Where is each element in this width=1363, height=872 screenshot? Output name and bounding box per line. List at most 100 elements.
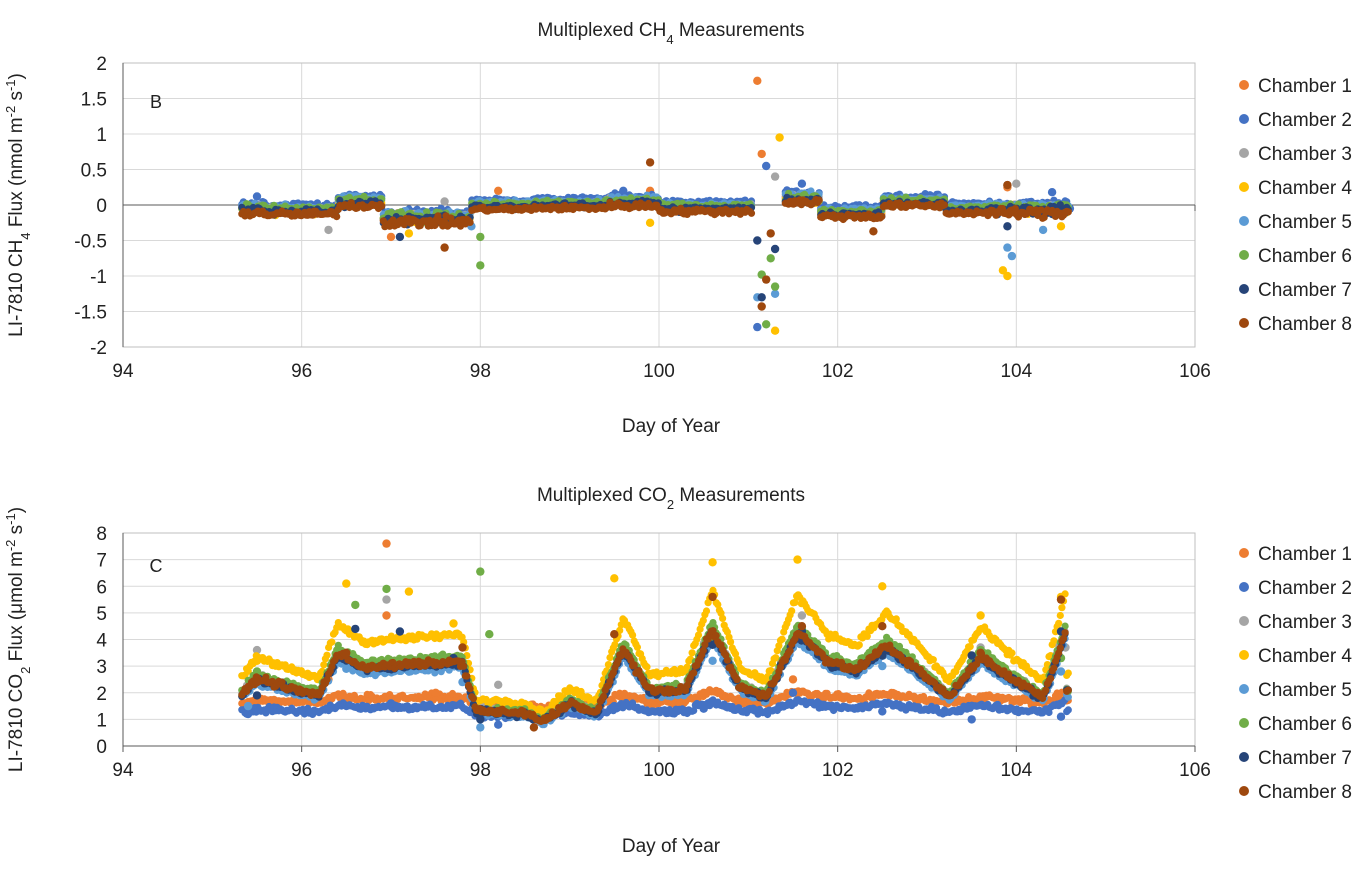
y-axis-label-part: -2 [3, 106, 18, 118]
y-tick-label: 0.5 [81, 161, 107, 182]
data-point-notable [494, 187, 502, 195]
y-tick-label: 3 [96, 657, 107, 678]
legend-label: Chamber 4 [1258, 178, 1352, 199]
y-axis-label-part: LI-7810 CH [6, 240, 27, 337]
y-axis-label-part: ) [6, 507, 27, 513]
series-chamber-2 [238, 162, 1074, 331]
data-point-notable [1039, 226, 1047, 234]
data-point-notable [324, 226, 332, 234]
legend-label: Chamber 7 [1258, 280, 1352, 301]
x-tick-label: 104 [1000, 760, 1032, 781]
data-point-notable [758, 150, 766, 158]
chart-title-text: Multiplexed CO [537, 485, 667, 506]
legend-label: Chamber 3 [1258, 144, 1352, 165]
y-axis-label: LI-7810 CO2 Flux (μmol m-2 s-1) [3, 507, 33, 772]
y-tick-label: -0.5 [74, 232, 107, 253]
data-point-notable [253, 192, 261, 200]
data-point-notable [646, 158, 654, 166]
data-point [941, 201, 948, 208]
data-point-notable [396, 233, 404, 241]
x-tick-label: 104 [1000, 361, 1032, 382]
y-tick-label: -1 [90, 267, 107, 288]
legend-marker [1239, 80, 1249, 90]
x-tick-label: 94 [112, 760, 134, 781]
y-axis-label-part: ) [6, 73, 27, 79]
data-point [748, 210, 755, 217]
legend-marker [1239, 216, 1249, 226]
data-point [378, 202, 385, 209]
legend-marker [1239, 148, 1249, 158]
y-tick-label: 2 [96, 684, 107, 705]
y-tick-label: -2 [90, 338, 107, 359]
chart-title-text: Measurements [674, 20, 805, 41]
data-point-notable [771, 172, 779, 180]
data-point-notable [758, 293, 766, 301]
x-tick-label: 94 [112, 361, 134, 382]
data-point-notable [753, 323, 761, 331]
data-point-notable [387, 233, 395, 241]
data-point-notable [753, 236, 761, 244]
data-point-notable [1057, 222, 1065, 230]
y-tick-label: 7 [96, 551, 107, 572]
data-point-notable [382, 539, 390, 547]
data-point [878, 213, 885, 220]
x-tick-label: 98 [470, 361, 491, 382]
data-point-notable [382, 611, 390, 619]
y-axis-label-part: Flux (nmol m [6, 117, 27, 232]
y-axis-label-part: 2 [18, 667, 33, 674]
chart-title-subscript: 2 [667, 497, 674, 512]
data-point-notable [762, 320, 770, 328]
y-axis-label-part: -2 [3, 540, 18, 552]
x-tick-label: 100 [643, 361, 675, 382]
x-axis-label: Day of Year [622, 836, 721, 857]
panel-label: C [150, 556, 163, 576]
y-tick-label: 1 [96, 710, 107, 731]
legend-marker [1239, 318, 1249, 328]
data-point-notable [758, 302, 766, 310]
y-tick-label: 8 [96, 524, 107, 545]
data-point-notable [440, 197, 448, 205]
legend-label: Chamber 6 [1258, 246, 1352, 267]
x-axis-label: Day of Year [622, 416, 721, 437]
legend-marker [1239, 114, 1249, 124]
data-point-notable [869, 227, 877, 235]
y-tick-label: 1 [96, 125, 107, 146]
data-point-notable [771, 290, 779, 298]
x-tick-label: 102 [822, 361, 854, 382]
chart-title-subscript: 4 [666, 32, 673, 47]
data-point-notable [789, 675, 797, 683]
data-point [1065, 208, 1072, 215]
x-tick-label: 98 [470, 760, 491, 781]
y-tick-label: 6 [96, 577, 107, 598]
y-tick-label: 2 [96, 54, 107, 75]
x-tick-label: 100 [643, 760, 675, 781]
legend-label: Chamber 5 [1258, 212, 1352, 233]
data-point-notable [753, 77, 761, 85]
legend-label: Chamber 8 [1258, 314, 1352, 335]
data-point [333, 213, 340, 220]
x-tick-label: 96 [291, 760, 312, 781]
data-point-notable [405, 229, 413, 237]
y-tick-label: -1.5 [74, 303, 107, 324]
chart-title: Multiplexed CO2 Measurements [537, 485, 805, 512]
y-axis-label: LI-7810 CH4 Flux (nmol m-2 s-1) [3, 73, 33, 337]
data-point-notable [767, 229, 775, 237]
data-point-notable [775, 133, 783, 141]
data-point-notable [476, 233, 484, 241]
data-point-notable [771, 282, 779, 290]
legend-marker [1239, 250, 1249, 260]
data-point-notable [771, 327, 779, 335]
data-point-notable [1048, 188, 1056, 196]
data-points [238, 539, 1072, 731]
data-point-notable [646, 219, 654, 227]
data-point-notable [432, 689, 440, 697]
legend-label: Chamber 2 [1258, 110, 1352, 131]
data-point-notable [700, 689, 708, 697]
y-tick-label: 0 [96, 737, 107, 758]
data-point-notable [762, 162, 770, 170]
data-point [816, 197, 823, 204]
data-point-notable [476, 261, 484, 269]
